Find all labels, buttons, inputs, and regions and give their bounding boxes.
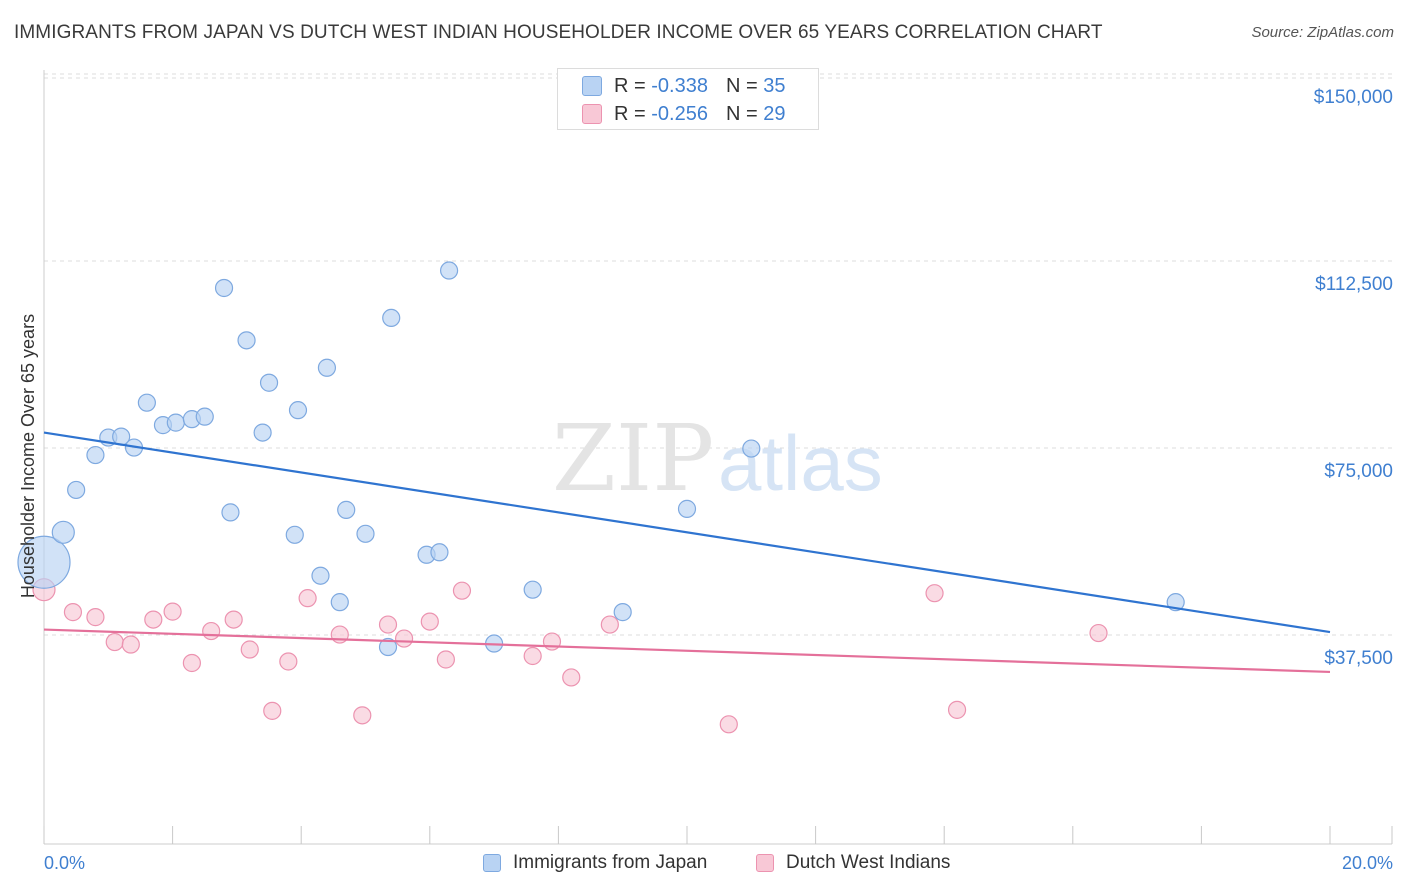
- y-tick-labels: $37,500 $75,000 $112,500 $150,000: [1314, 87, 1393, 669]
- point-dwi: [121, 635, 140, 654]
- y-axis-label: Householder Income Over 65 years: [18, 314, 38, 598]
- point-dwi: [353, 706, 372, 725]
- legend-label-dwi: Dutch West Indians: [786, 852, 951, 873]
- point-dwi: [436, 650, 455, 669]
- point-dwi: [144, 610, 163, 629]
- chart-title: IMMIGRANTS FROM JAPAN VS DUTCH WEST INDI…: [14, 22, 1103, 43]
- point-japan: [382, 308, 401, 328]
- point-japan: [430, 543, 449, 562]
- series-immigrants-from-japan: [17, 261, 1185, 657]
- point-dwi: [63, 603, 83, 622]
- point-japan: [221, 503, 240, 522]
- point-dwi: [298, 589, 317, 608]
- legend-swatch-japan: [483, 854, 501, 872]
- y-tick-label: $150,000: [1314, 87, 1393, 108]
- point-japan: [86, 445, 105, 465]
- point-japan: [677, 499, 697, 518]
- point-dwi: [523, 646, 542, 666]
- point-japan: [17, 535, 71, 589]
- legend-label-japan: Immigrants from Japan: [513, 852, 708, 873]
- legend-r-label: R =: [614, 74, 646, 97]
- y-tick-label: $112,500: [1315, 274, 1393, 295]
- point-japan: [523, 580, 542, 599]
- point-japan: [613, 603, 632, 622]
- point-dwi: [394, 629, 414, 648]
- point-dwi: [240, 640, 259, 659]
- series-legend: Immigrants from Japan Dutch West Indians: [0, 852, 1406, 878]
- legend-n-value-japan: 35: [763, 74, 786, 97]
- point-dwi: [279, 652, 298, 671]
- point-japan: [195, 407, 214, 426]
- point-japan: [288, 401, 308, 420]
- point-japan: [439, 261, 459, 280]
- point-dwi: [562, 668, 581, 687]
- point-dwi: [86, 608, 105, 627]
- point-japan: [237, 331, 256, 350]
- point-dwi: [452, 581, 472, 600]
- legend-item-japan[interactable]: Immigrants from Japan: [483, 852, 707, 874]
- watermark-atlas: atlas: [718, 419, 883, 507]
- legend-row-dwi: R = -0.256 N = 29: [582, 101, 785, 127]
- point-japan: [337, 500, 356, 519]
- legend-r-value-dwi: -0.256: [651, 102, 708, 125]
- trend-line-japan: [43, 431, 1331, 634]
- trend-lines: [43, 431, 1331, 674]
- point-dwi: [105, 632, 124, 652]
- point-japan: [285, 525, 304, 544]
- point-dwi: [925, 584, 944, 603]
- source-label: Source: ZipAtlas.com: [1251, 24, 1394, 41]
- legend-row-japan: R = -0.338 N = 35: [582, 73, 785, 99]
- y-tick-label: $37,500: [1324, 648, 1393, 669]
- x-tick-label: 20.0%: [1342, 853, 1393, 873]
- legend-swatch-dwi: [582, 104, 602, 124]
- point-japan: [214, 278, 234, 298]
- y-tick-label: $75,000: [1324, 461, 1393, 482]
- point-dwi: [600, 615, 619, 634]
- legend-r-label: R =: [614, 102, 646, 125]
- point-japan: [356, 524, 375, 543]
- legend-r-value-japan: -0.338: [651, 74, 708, 97]
- point-dwi: [224, 610, 243, 629]
- point-japan: [378, 637, 398, 657]
- legend-n-label: N =: [725, 74, 758, 97]
- point-japan: [67, 480, 86, 500]
- point-dwi: [420, 612, 439, 631]
- watermark-zip: ZIP: [552, 405, 714, 512]
- x-tick-labels: 0.0% 20.0%: [44, 853, 1393, 873]
- point-dwi: [947, 700, 967, 719]
- point-japan: [317, 358, 337, 377]
- x-tick-label: 0.0%: [44, 853, 85, 873]
- legend-item-dwi[interactable]: Dutch West Indians: [756, 852, 950, 874]
- legend-n-label: N =: [725, 102, 758, 125]
- point-japan: [742, 439, 761, 458]
- point-japan: [51, 520, 75, 544]
- point-japan: [253, 423, 272, 442]
- correlation-legend: R = -0.338 N = 35 R = -0.256 N = 29: [557, 68, 819, 130]
- point-dwi: [1089, 623, 1108, 643]
- axes: [43, 70, 1393, 845]
- point-japan: [166, 413, 185, 432]
- gridlines: [44, 73, 1392, 636]
- point-dwi: [202, 621, 221, 641]
- legend-n-value-dwi: 29: [763, 102, 786, 125]
- point-dwi: [263, 701, 282, 720]
- point-dwi: [378, 615, 398, 634]
- legend-swatch-japan: [582, 76, 602, 96]
- point-dwi: [163, 602, 182, 621]
- trend-line-dwi: [43, 628, 1331, 674]
- point-japan: [330, 593, 349, 612]
- point-japan: [137, 393, 156, 412]
- point-dwi: [719, 715, 738, 734]
- legend-swatch-dwi: [756, 854, 774, 872]
- series-dutch-west-indians: [32, 578, 1108, 734]
- point-japan: [259, 373, 279, 392]
- watermark: ZIP atlas: [552, 405, 883, 512]
- point-japan: [311, 566, 330, 585]
- point-dwi: [182, 653, 201, 673]
